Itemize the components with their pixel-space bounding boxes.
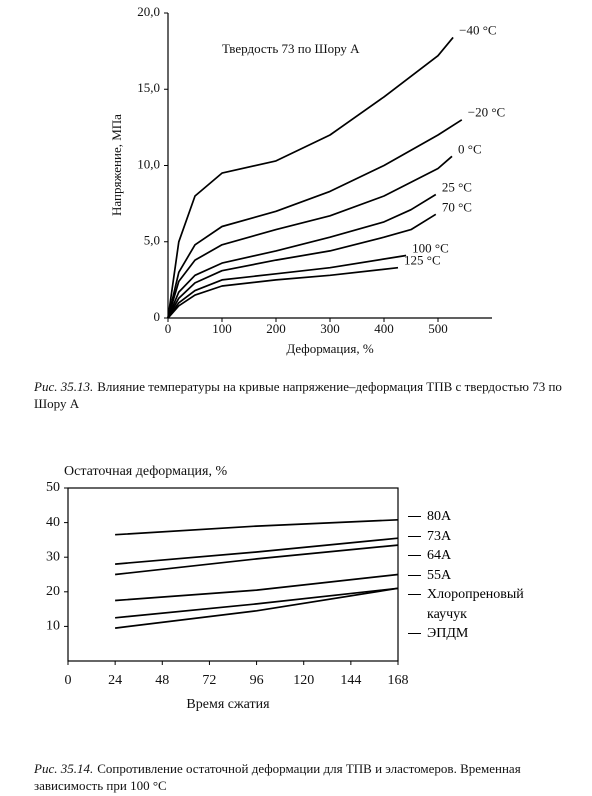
x-tick-label: 500	[428, 321, 448, 336]
y-axis-title: Остаточная деформация, %	[64, 464, 227, 479]
y-tick-label: 5,0	[144, 233, 160, 248]
legend-label: 80А	[427, 509, 452, 524]
line-series	[167, 254, 407, 319]
x-tick-label: 48	[155, 673, 169, 688]
series-label: −20 °C	[468, 105, 505, 120]
legend-label: 73А	[427, 528, 452, 544]
legend-item: 64А	[408, 546, 568, 566]
legend-label: Хлоропреновый каучук	[427, 587, 524, 622]
x-tick-label: 100	[212, 321, 232, 336]
y-axis-title: Напряжение, МПа	[109, 114, 124, 216]
caption-1: Рис. 35.13. Влияние температуры на кривые…	[34, 378, 582, 412]
x-tick-label: 200	[266, 321, 286, 336]
series-label: 0 °C	[458, 141, 482, 156]
legend: 80А 73А 64А 55А Хлоропреновый каучук ЭПДМ	[408, 507, 568, 644]
line-series	[114, 587, 399, 629]
legend-label: ЭПДМ	[427, 626, 469, 641]
y-tick-label: 0	[154, 309, 161, 324]
caption-label: Рис. 35.13.	[34, 379, 94, 394]
x-tick-label: 144	[340, 673, 361, 688]
legend-swatch	[408, 633, 421, 634]
x-tick-label: 0	[165, 321, 172, 336]
line-series	[167, 119, 463, 319]
caption-label: Рис. 35.14.	[34, 761, 94, 776]
x-tick-label: 120	[293, 673, 314, 688]
series-label: 100 °C	[412, 240, 449, 255]
line-series	[167, 36, 454, 319]
x-tick-label: 168	[388, 673, 409, 688]
series-label: 125 °C	[404, 253, 441, 268]
line-series	[167, 193, 437, 319]
series-label: 70 °C	[442, 199, 472, 214]
legend-item: 80А	[408, 507, 568, 527]
caption-text: Влияние температуры на кривые напряжение…	[34, 379, 562, 411]
y-tick-label: 20,0	[137, 4, 160, 19]
x-tick-label: 400	[374, 321, 394, 336]
legend-item: Хлоропреновый каучук	[408, 585, 568, 624]
y-tick-label: 20	[46, 584, 60, 599]
line-series	[115, 518, 399, 536]
legend-swatch	[408, 594, 421, 595]
x-tick-label: 300	[320, 321, 340, 336]
y-tick-label: 15,0	[137, 80, 160, 95]
series-label: −40 °C	[459, 22, 496, 37]
legend-swatch	[408, 535, 421, 537]
caption-2: Рис. 35.14. Сопротивление остаточной дефо…	[34, 760, 582, 794]
line-series	[167, 155, 453, 319]
legend-item: ЭПДМ	[408, 624, 568, 644]
annotation: Твердость 73 по Шору А	[222, 41, 360, 56]
y-tick-label: 50	[46, 480, 60, 495]
x-tick-label: 72	[202, 673, 216, 688]
legend-item: 55А	[408, 566, 568, 586]
line-series	[167, 213, 437, 319]
x-tick-label: 24	[108, 673, 122, 688]
legend-swatch	[408, 516, 421, 517]
legend-item: 73А	[408, 527, 568, 547]
y-tick-label: 10	[46, 619, 60, 634]
legend-label: 55А	[427, 567, 452, 583]
x-axis-title: Деформация, %	[286, 341, 373, 356]
y-tick-label: 40	[46, 515, 60, 530]
series-label: 25 °C	[442, 179, 472, 194]
caption-text: Сопротивление остаточной деформации для …	[34, 761, 521, 793]
y-tick-label: 10,0	[137, 156, 160, 171]
x-tick-label: 96	[250, 673, 264, 688]
line-series	[115, 544, 399, 576]
line-series	[167, 266, 399, 319]
x-tick-label: 0	[65, 673, 72, 688]
line-series	[115, 537, 399, 565]
line-series	[115, 573, 399, 602]
y-tick-label: 30	[46, 549, 60, 564]
legend-swatch	[408, 574, 421, 576]
line-series	[115, 587, 399, 619]
legend-label: 64А	[427, 548, 452, 563]
legend-swatch	[408, 555, 421, 556]
x-axis-title: Время сжатия	[186, 697, 270, 712]
